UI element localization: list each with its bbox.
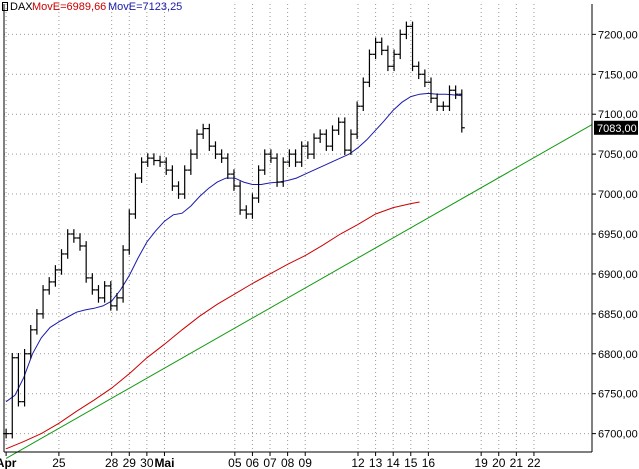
y-tick-label: 6900,00 [598, 269, 638, 281]
y-tick-label: 6950,00 [598, 229, 638, 241]
trendline-layer [5, 124, 593, 459]
x-tick-label: Apr [0, 456, 17, 469]
moving-average-short-label: MovE=7123,25 [108, 1, 183, 13]
symbol-label: DAX [10, 1, 33, 13]
x-tick-label: 30 [140, 456, 154, 469]
x-tick-label: 07 [263, 456, 277, 469]
ma-short-layer [5, 92, 462, 403]
x-tick-label: 15 [404, 456, 418, 469]
last-price-label: 7083,00 [597, 123, 637, 135]
price-bars-layer [3, 21, 465, 439]
y-tick-label: 6700,00 [598, 429, 638, 441]
x-tick-label: 20 [492, 456, 506, 469]
moving-average-long-label: MovE=6989,66 [32, 1, 107, 13]
x-tick-label: 25 [52, 456, 66, 469]
x-tick-label: 14 [387, 456, 401, 469]
y-tick-label: 6750,00 [598, 389, 638, 401]
y-tick-label: 6800,00 [598, 349, 638, 361]
chart-menu-icon[interactable] [2, 2, 8, 11]
x-tick-label: 08 [281, 456, 295, 469]
y-tick-label: 7050,00 [598, 149, 638, 161]
y-tick-label: 7200,00 [598, 29, 638, 41]
x-tick-label: Mai [154, 456, 174, 469]
y-tick-label: 7150,00 [598, 69, 638, 81]
x-tick-label: 16 [422, 456, 436, 469]
x-axis-labels: Apr 25 28 29 30 Mai 05 06 07 08 09 12 13 14 15 16 19 20 21… [0, 456, 541, 469]
last-price-box [594, 120, 638, 135]
y-tick-label: 6850,00 [598, 309, 638, 321]
ma-short-line [5, 92, 462, 403]
trendline [5, 124, 593, 459]
x-tick-label: 28 [105, 456, 119, 469]
last-price-marker: 7083,00 [594, 120, 638, 135]
x-tick-label: 12 [351, 456, 365, 469]
y-tick-label: 7100,00 [598, 109, 638, 121]
x-tick-label: 22 [527, 456, 541, 469]
axes-layer [3, 4, 596, 456]
x-tick-label: 19 [474, 456, 488, 469]
ma-long-layer [5, 201, 420, 450]
y-axis-labels: 6700,00 6750,00 6800,00 6850,00 6900,00 6950,… [598, 29, 638, 440]
x-tick-label: 05 [228, 456, 242, 469]
x-tick-label: 13 [369, 456, 383, 469]
x-tick-label: 21 [510, 456, 524, 469]
y-tick-label: 7000,00 [598, 189, 638, 201]
x-tick-label: 09 [299, 456, 313, 469]
ma-long-line [5, 201, 420, 450]
x-tick-label: 06 [246, 456, 260, 469]
x-tick-label: 29 [123, 456, 137, 469]
